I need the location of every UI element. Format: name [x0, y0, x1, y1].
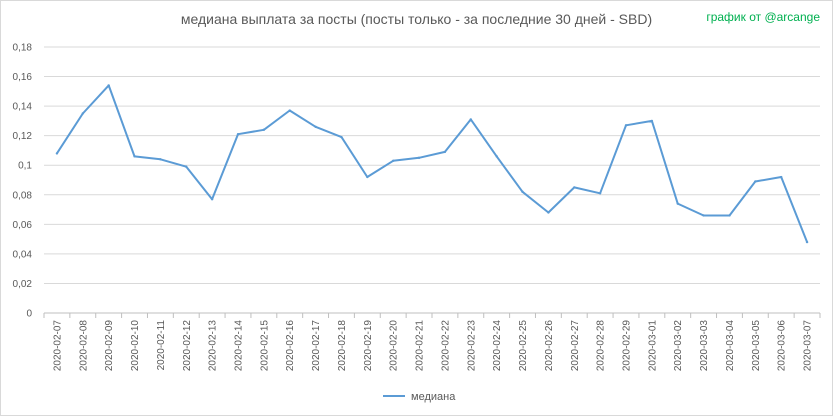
data-point [805, 240, 809, 244]
x-tick-label: 2020-02-24 [492, 320, 503, 372]
data-point [417, 156, 421, 160]
x-tick-label: 2020-03-01 [647, 320, 658, 372]
data-point [185, 165, 188, 168]
credit-label: график от @arcange [706, 10, 820, 24]
x-tick-label: 2020-02-09 [104, 320, 115, 372]
data-point [288, 109, 291, 112]
x-tick-labels: 2020-02-07 2020-02-08 2020-02-09 2020-02-10… [52, 320, 813, 372]
legend-label: медиана [411, 391, 456, 403]
data-point [598, 192, 602, 195]
data-point [754, 180, 757, 183]
x-tick-label: 2020-02-12 [182, 320, 193, 372]
series-group [55, 84, 809, 244]
y-tick-label: 0,08 [13, 190, 33, 201]
y-tick-labels: 0 0,02 0,04 0,06 0,08 0,1 0,12 0,14 0,16 0,18 [13, 43, 33, 320]
data-point [366, 175, 369, 179]
series-line [55, 84, 809, 244]
x-tick-label: 2020-02-23 [466, 320, 477, 372]
y-tick-label: 0,04 [13, 249, 33, 260]
legend: медиана [383, 391, 456, 403]
data-point [210, 198, 214, 201]
x-tick-label: 2020-02-28 [596, 320, 607, 372]
y-tick-label: 0,02 [13, 279, 33, 290]
data-point [521, 190, 524, 194]
chart-title: медиана выплата за посты (посты только -… [180, 11, 653, 27]
data-point [469, 118, 472, 121]
x-tick-label: 2020-02-25 [518, 320, 529, 372]
x-tick-label: 2020-03-07 [803, 320, 814, 372]
x-tick-label: 2020-02-10 [130, 320, 141, 372]
x-tick-label: 2020-03-06 [777, 320, 788, 372]
y-tick-label: 0,1 [18, 161, 32, 172]
data-point [107, 84, 110, 87]
x-tick-label: 2020-02-18 [337, 320, 348, 372]
x-tick-label: 2020-02-07 [52, 320, 63, 372]
x-tick-label: 2020-02-26 [544, 320, 555, 372]
x-tick-label: 2020-02-16 [285, 320, 296, 372]
data-point [443, 150, 447, 154]
data-point [340, 135, 343, 139]
y-tick-label: 0,16 [13, 72, 33, 83]
x-tick-label: 2020-03-05 [751, 320, 762, 372]
y-tick-label: 0,18 [13, 43, 33, 54]
data-point [573, 186, 576, 189]
data-point [81, 112, 85, 115]
x-tick-label: 2020-03-03 [699, 320, 710, 372]
data-point [495, 155, 498, 158]
x-tick-label: 2020-02-22 [440, 320, 451, 372]
x-tick-label: 2020-02-21 [415, 320, 426, 372]
data-point [392, 159, 395, 162]
data-point [159, 158, 162, 161]
data-point [780, 175, 783, 179]
data-point [262, 128, 266, 131]
y-tick-label: 0,12 [13, 131, 33, 142]
data-point [728, 214, 731, 217]
data-point [133, 155, 136, 158]
x-tick-label: 2020-02-20 [389, 320, 400, 372]
y-tick-label: 0,06 [13, 220, 33, 231]
x-tick-label: 2020-02-08 [78, 320, 89, 372]
data-point [55, 152, 59, 155]
data-point [547, 211, 550, 214]
data-point [624, 124, 628, 127]
x-tick-label: 2020-02-17 [311, 320, 322, 372]
x-tick-label: 2020-03-02 [673, 320, 684, 372]
data-point [702, 214, 705, 217]
data-point [236, 132, 240, 136]
x-tick-label: 2020-02-19 [363, 320, 374, 372]
x-tick-marks [43, 313, 821, 318]
data-point [676, 202, 679, 205]
x-tick-label: 2020-02-14 [234, 320, 245, 372]
y-tick-label: 0,14 [13, 102, 33, 113]
x-tick-label: 2020-02-27 [570, 320, 581, 372]
gridlines [44, 46, 820, 284]
x-tick-label: 2020-02-13 [208, 320, 219, 372]
x-tick-label: 2020-03-04 [725, 320, 736, 372]
x-tick-label: 2020-02-15 [259, 320, 270, 372]
y-tick-label: 0 [26, 309, 32, 320]
x-tick-label: 2020-02-11 [156, 320, 167, 371]
data-point [650, 119, 654, 123]
x-tick-label: 2020-02-29 [622, 320, 633, 372]
data-point [314, 125, 317, 128]
